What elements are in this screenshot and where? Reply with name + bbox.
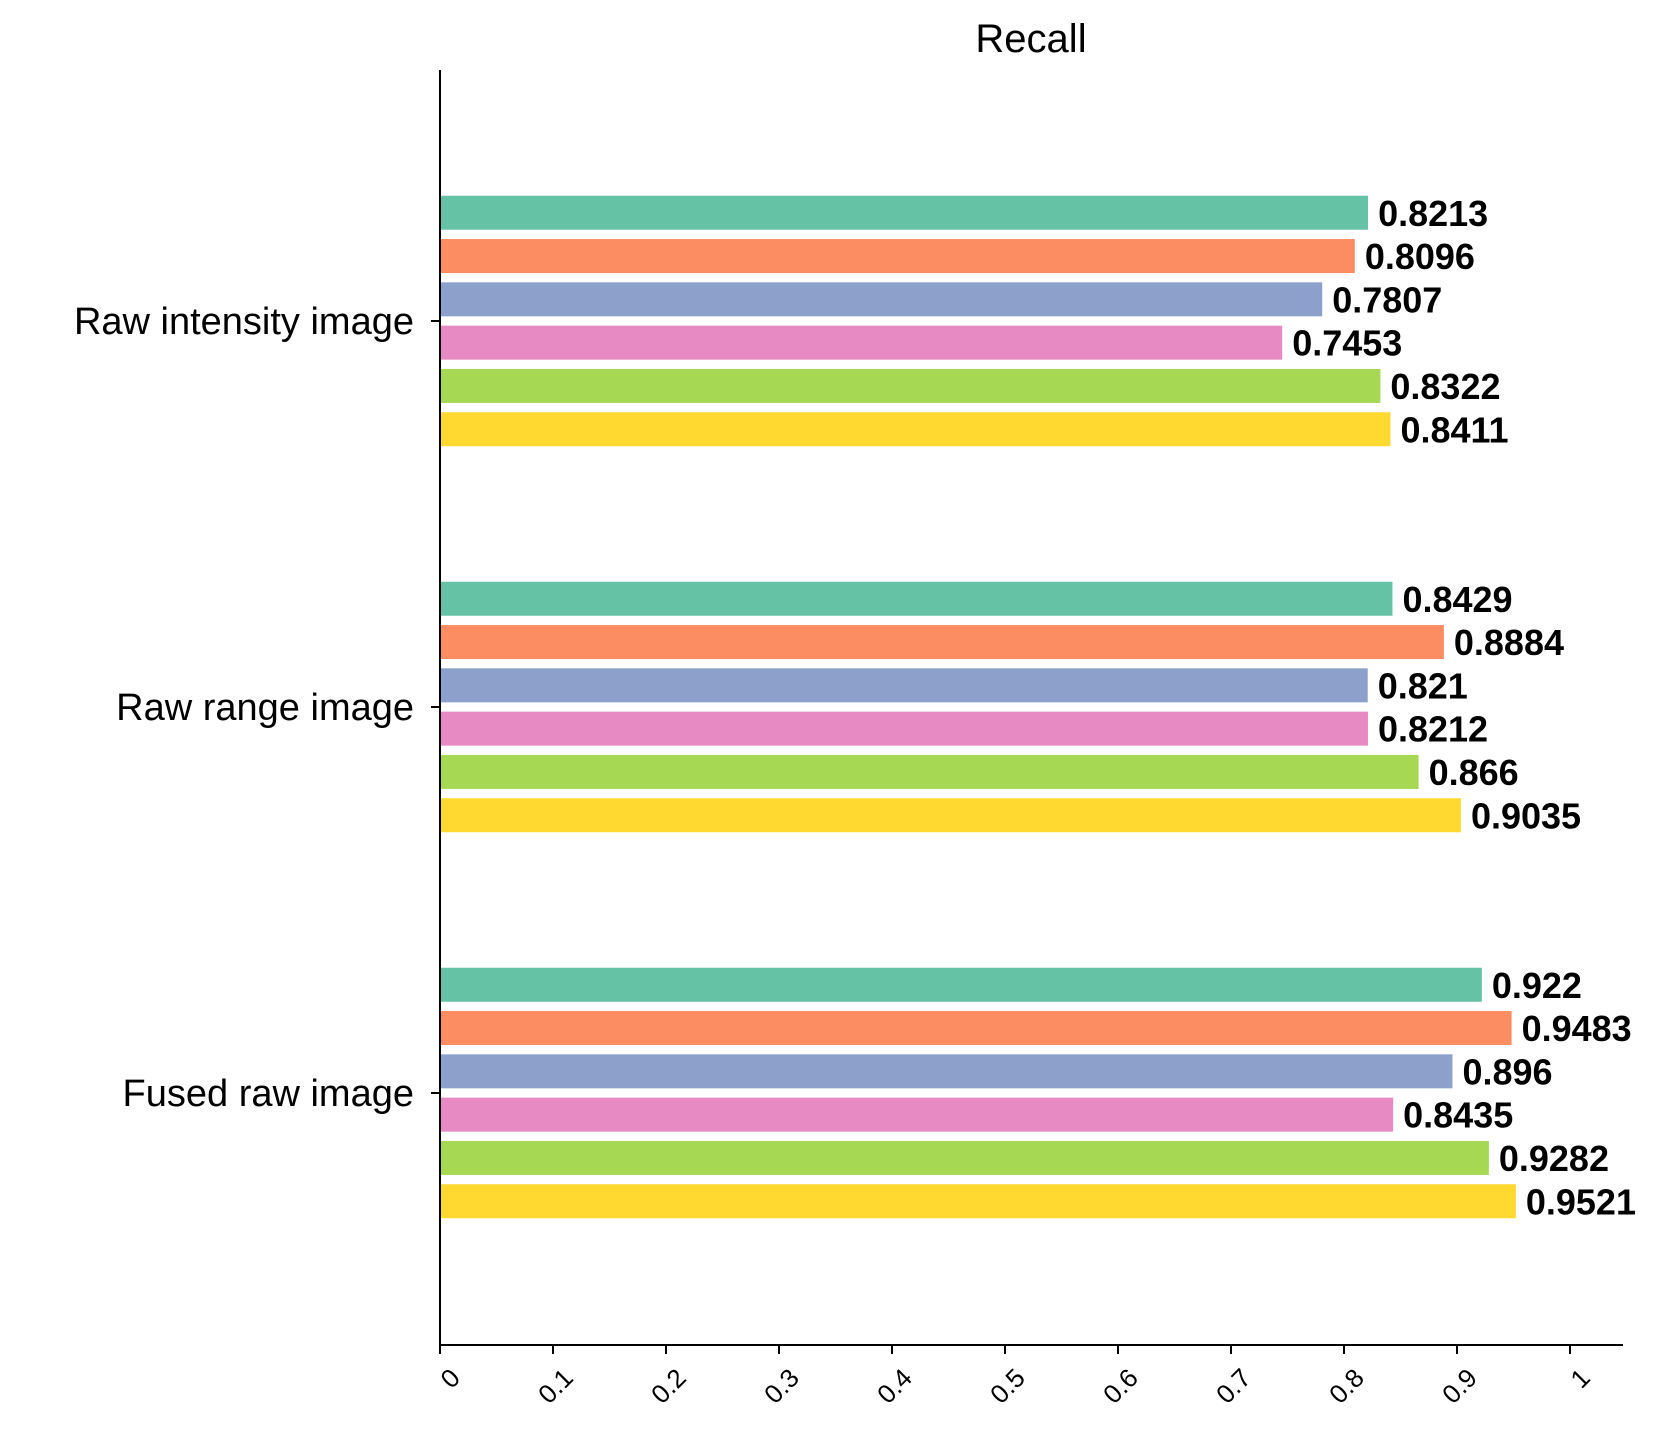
data-label: 0.8435 — [1403, 1095, 1513, 1136]
bar — [440, 368, 1381, 403]
data-label: 0.8096 — [1365, 236, 1475, 277]
bar — [440, 711, 1368, 746]
x-tick-label: 0.6 — [1097, 1363, 1144, 1410]
x-tick-label: 0.9 — [1436, 1363, 1483, 1410]
bar — [440, 754, 1419, 789]
x-ticks-group: 0 0.1 0.2 0.3 0.4 0.5 0.6 0.7 0.8 0.9 1 — [434, 1345, 1596, 1410]
bar — [440, 1011, 1512, 1046]
x-tick-label: 0.2 — [645, 1363, 692, 1410]
category-labels-group: Raw intensity image Raw range image Fused … — [74, 301, 440, 1115]
bar — [440, 195, 1369, 230]
x-tick-label: 0.7 — [1210, 1363, 1257, 1410]
bar — [440, 412, 1391, 447]
data-label: 0.8411 — [1400, 409, 1508, 450]
data-label: 0.8322 — [1390, 366, 1500, 407]
data-label: 0.821 — [1378, 665, 1468, 706]
x-tick-label: 0.1 — [532, 1363, 579, 1410]
x-tick-label: 0.3 — [758, 1363, 805, 1410]
bars-group — [440, 195, 1516, 1219]
bar — [440, 967, 1482, 1002]
data-label: 0.896 — [1462, 1051, 1552, 1092]
data-label: 0.8212 — [1378, 709, 1488, 750]
chart-title: Recall — [975, 17, 1086, 61]
bar — [440, 282, 1323, 317]
x-tick-label: 1 — [1564, 1363, 1595, 1394]
bar — [440, 239, 1355, 274]
data-label: 0.8429 — [1402, 579, 1512, 620]
bar — [440, 668, 1368, 703]
x-tick-label: 0.4 — [871, 1363, 918, 1410]
category-label: Raw intensity image — [74, 301, 414, 343]
bar — [440, 581, 1393, 616]
category-label: Raw range image — [116, 687, 414, 729]
x-tick-label: 0.5 — [984, 1363, 1031, 1410]
data-label: 0.8884 — [1454, 622, 1564, 663]
x-tick-label: 0 — [434, 1363, 465, 1394]
data-label: 0.8213 — [1378, 193, 1488, 234]
data-label: 0.922 — [1492, 965, 1582, 1006]
data-label: 0.7807 — [1332, 279, 1442, 320]
bar — [440, 1140, 1489, 1175]
data-label: 0.9483 — [1522, 1008, 1632, 1049]
data-label: 0.866 — [1429, 752, 1519, 793]
bar — [440, 625, 1444, 660]
x-tick-label: 0.8 — [1323, 1363, 1370, 1410]
data-label: 0.7453 — [1292, 323, 1402, 364]
data-label: 0.9282 — [1499, 1138, 1609, 1179]
bar — [440, 798, 1461, 833]
category-label: Fused raw image — [123, 1073, 414, 1115]
bar — [440, 1097, 1394, 1132]
bar — [440, 1054, 1453, 1089]
data-label: 0.9521 — [1526, 1181, 1636, 1222]
bar — [440, 325, 1283, 360]
data-label: 0.9035 — [1471, 795, 1581, 836]
bar — [440, 1184, 1516, 1219]
